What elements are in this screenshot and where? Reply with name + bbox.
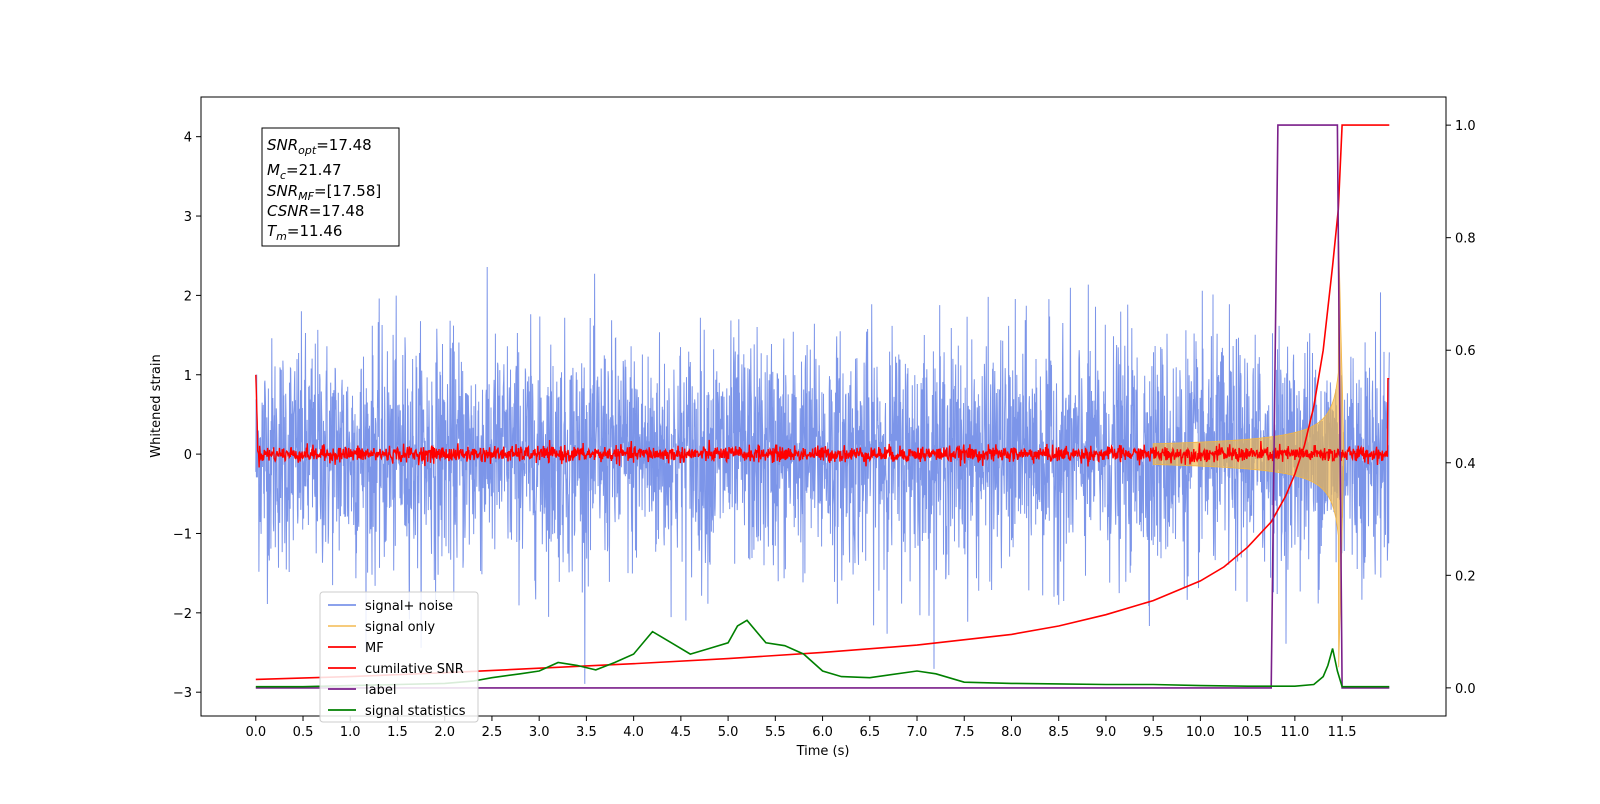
x-tick-label: 8.0: [1001, 725, 1022, 740]
x-tick-label: 2.5: [482, 725, 503, 740]
info-box-frame: [261, 127, 400, 247]
x-tick-label: 2.0: [434, 725, 455, 740]
axes: 0.0 0.5 1.0 1.5 2.0 2.5 3.0 3.5 4.0 4.5 5.0 5.5 6.0 6…: [173, 119, 1476, 740]
y-tick-label: 3: [184, 210, 192, 225]
legend-label-signal-only: signal only: [365, 620, 435, 635]
y-tick-label: 0: [184, 448, 192, 463]
y-tick-label: 1: [184, 369, 192, 384]
x-tick-label: 7.5: [954, 725, 975, 740]
y-tick-label: −1: [173, 527, 192, 542]
x-tick-label: 0.5: [293, 725, 314, 740]
x-tick-label: 6.5: [859, 725, 880, 740]
plot-area: [255, 124, 1390, 689]
legend-label-cumilative-snr: cumilative SNR: [365, 662, 464, 677]
x-tick-label: 5.5: [765, 725, 786, 740]
x-tick-label: 1.5: [387, 725, 408, 740]
x-tick-label: 4.0: [623, 725, 644, 740]
x-tick-label: 11.0: [1280, 725, 1309, 740]
legend-label-signal-statistics: signal statistics: [365, 704, 466, 719]
x-tick-label: 4.5: [671, 725, 692, 740]
info-tm: Tm=11.46: [267, 222, 342, 243]
y-tick-label: −3: [173, 686, 192, 701]
info-snr-opt: SNRopt=17.48: [267, 136, 372, 157]
x-tick-label: 0.0: [245, 725, 266, 740]
x-tick-label: 10.5: [1233, 725, 1262, 740]
y2-tick-label: 0.8: [1455, 232, 1476, 247]
x-tick-label: 1.0: [340, 725, 361, 740]
x-axis-label: Time (s): [796, 744, 850, 759]
info-snr-mf: SNRMF=[17.58]: [267, 182, 381, 203]
y2-tick-label: 0.0: [1455, 682, 1476, 697]
y2-tick-label: 1.0: [1455, 119, 1476, 134]
series-label-line: [255, 124, 1390, 689]
info-csnr: CSNR=17.48: [267, 202, 364, 220]
y2-tick-label: 0.4: [1455, 457, 1476, 472]
series-cumilative-snr-line: [255, 124, 1390, 681]
series-signal-noise-line: [255, 266, 1390, 684]
y2-tick-label: 0.6: [1455, 344, 1476, 359]
y-tick-label: −2: [173, 607, 192, 622]
x-tick-label: 9.0: [1096, 725, 1117, 740]
x-tick-label: 3.0: [529, 725, 550, 740]
x-tick-label: 11.5: [1328, 725, 1357, 740]
x-tick-label: 9.5: [1143, 725, 1164, 740]
x-tick-label: 8.5: [1048, 725, 1069, 740]
y-tick-label: 2: [184, 289, 192, 304]
legend: signal+ noise signal only MF cumilative SNR…: [319, 591, 479, 723]
plot-frame: [200, 96, 1447, 717]
series-mf-line: [255, 374, 1390, 468]
x-tick-label: 10.0: [1186, 725, 1215, 740]
y-axis-label: Whitened strain: [149, 354, 164, 457]
info-mc: Mc=21.47: [267, 161, 342, 182]
legend-label-label: label: [365, 683, 396, 698]
series-signal-statistics-line: [255, 619, 1390, 688]
legend-label-mf: MF: [365, 641, 384, 656]
info-box: SNRopt=17.48 Mc=21.47 SNRMF=[17.58] CSNR…: [261, 127, 400, 247]
legend-label-signal-noise: signal+ noise: [365, 599, 453, 614]
x-tick-label: 5.0: [718, 725, 739, 740]
legend-frame: [319, 591, 479, 723]
x-tick-label: 3.5: [576, 725, 597, 740]
x-tick-label: 7.0: [907, 725, 928, 740]
x-tick-label: 6.0: [812, 725, 833, 740]
y2-tick-label: 0.2: [1455, 569, 1476, 584]
y-tick-label: 4: [184, 131, 192, 146]
